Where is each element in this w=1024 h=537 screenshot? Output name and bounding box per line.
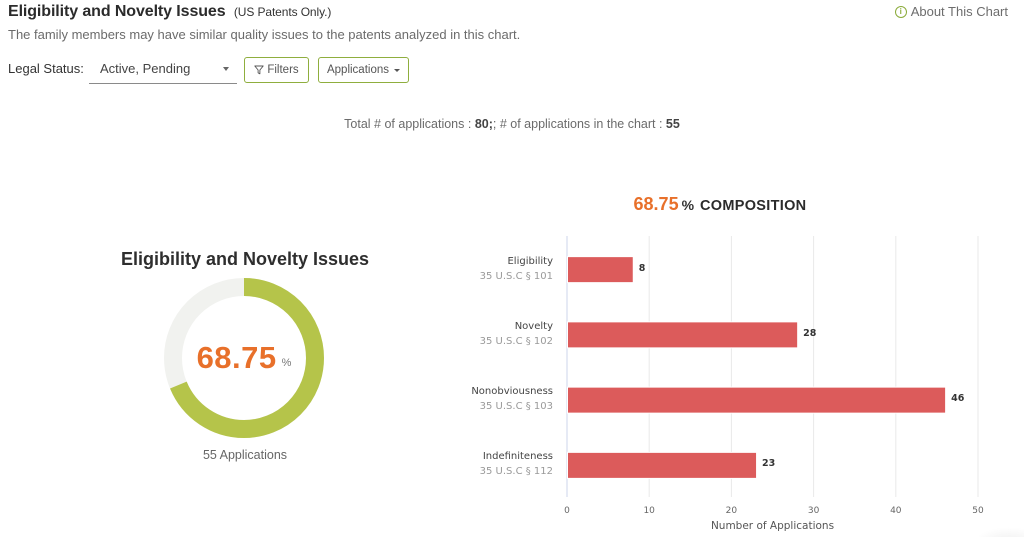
filters-button[interactable]: Filters	[244, 57, 309, 83]
bar-value-label: 23	[762, 458, 776, 470]
category-name: Novelty	[514, 320, 553, 332]
x-tick-label: 20	[725, 506, 738, 516]
us-only-note: (US Patents Only.)	[233, 5, 332, 19]
donut-svg	[164, 278, 324, 438]
composition-label: COMPOSITION	[700, 198, 807, 214]
bar-indefiniteness[interactable]	[567, 451, 758, 479]
bar-value-label: 46	[951, 393, 965, 405]
bar-novelty[interactable]	[567, 321, 799, 349]
x-tick-label: 40	[890, 506, 902, 516]
caret-down-icon	[394, 68, 400, 72]
composition-percent-value: 68.75	[633, 194, 679, 214]
x-tick-label: 0	[564, 506, 570, 516]
category-name: Eligibility	[507, 255, 553, 267]
legal-status-value: Active, Pending	[100, 61, 191, 76]
category-name: Indefiniteness	[482, 451, 553, 463]
donut-caption: 55 Applications	[202, 448, 288, 462]
donut-percent-value: 68.75	[196, 340, 277, 375]
bar-nonobviousness[interactable]	[567, 386, 947, 414]
chevron-down-icon	[223, 67, 229, 71]
about-chart-label: About This Chart	[910, 4, 1008, 19]
about-chart-link[interactable]: i About This Chart	[894, 4, 1008, 19]
corner-shadow	[974, 527, 1024, 537]
category-statute: 35 U.S.C § 102	[479, 335, 553, 347]
legal-status-select[interactable]: Active, Pending	[89, 57, 237, 84]
x-tick-label: 50	[972, 506, 984, 516]
category-statute: 35 U.S.C § 101	[479, 270, 553, 282]
x-tick-label: 10	[643, 506, 655, 516]
x-axis-title: Number of Applications	[710, 520, 835, 532]
category-statute: 35 U.S.C § 112	[479, 466, 553, 478]
composition-title: 68.75% COMPOSITION	[560, 194, 880, 215]
category-statute: 35 U.S.C § 103	[479, 401, 553, 413]
legal-status-label: Legal Status:	[8, 61, 84, 76]
applications-label: Applications	[326, 64, 389, 76]
controls-bar: Legal Status: Active, Pending Filters Ap…	[8, 57, 508, 85]
donut-percent-unit: %	[281, 357, 292, 369]
bar-value-label: 28	[803, 327, 817, 339]
donut-value-arc[interactable]	[164, 278, 324, 438]
applications-summary: Total # of applications : 80;; # of appl…	[344, 117, 680, 131]
bar-value-label: 8	[638, 262, 646, 274]
page-description: The family members may have similar qual…	[8, 27, 521, 42]
donut-chart[interactable]: 68.75 %	[164, 278, 324, 438]
funnel-icon	[254, 65, 264, 75]
donut-chart-title: Eligibility and Novelty Issues	[120, 249, 370, 269]
category-label: Nonobviousness 35 U.S.C § 103	[471, 384, 553, 414]
summary-total-value: 80	[474, 117, 489, 131]
page-title: Eligibility and Novelty Issues (US Paten…	[8, 3, 331, 21]
summary-in-chart-label: ; # of applications in the chart :	[492, 117, 666, 131]
x-tick-label: 30	[807, 506, 820, 516]
page-title-text: Eligibility and Novelty Issues	[8, 3, 226, 20]
bar-eligibility[interactable]	[567, 256, 634, 284]
category-label: Eligibility 35 U.S.C § 101	[480, 254, 553, 284]
category-label: Novelty 35 U.S.C § 102	[480, 319, 553, 349]
category-label: Indefiniteness 35 U.S.C § 112	[480, 449, 553, 479]
info-circle-icon: i	[894, 5, 907, 18]
applications-dropdown-button[interactable]: Applications	[318, 57, 409, 83]
filters-label: Filters	[267, 64, 299, 76]
summary-in-chart-value: 55	[665, 117, 680, 131]
category-name: Nonobviousness	[471, 386, 553, 398]
donut-center-label: 68.75 %	[164, 278, 324, 438]
composition-percent-unit: %	[681, 197, 695, 213]
summary-total-label: Total # of applications :	[344, 117, 475, 131]
